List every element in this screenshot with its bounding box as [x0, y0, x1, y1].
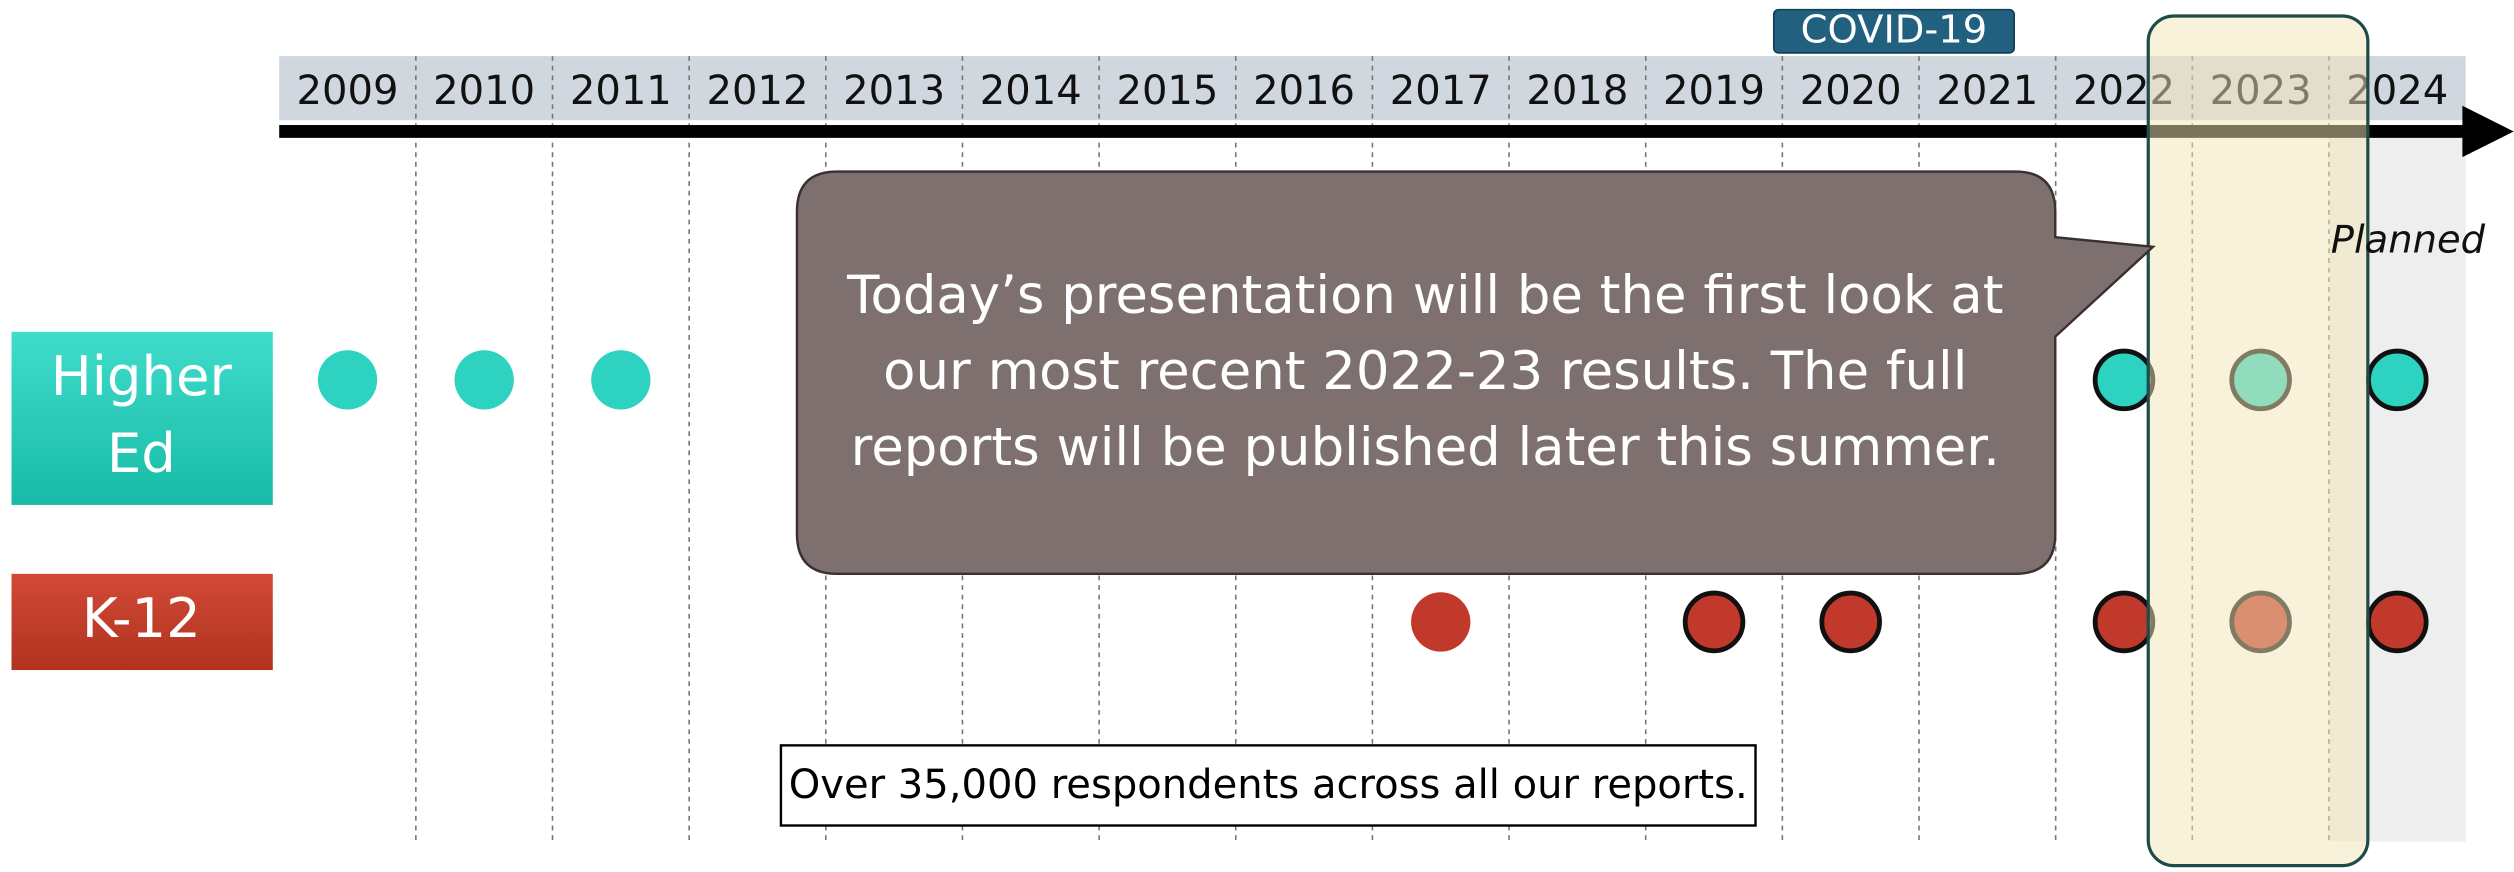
covid-label: COVID-19	[1801, 8, 1988, 53]
row-label-box	[11, 331, 273, 505]
year-label: 2018	[1526, 68, 1628, 114]
year-label: 2020	[1800, 68, 1902, 114]
year-label: 2021	[1936, 68, 2038, 114]
year-label: 2016	[1253, 68, 1355, 114]
row-label-box	[11, 573, 273, 671]
survey-dot	[1682, 590, 1746, 654]
survey-dot	[2366, 590, 2429, 654]
highlight-2023	[2146, 14, 2370, 868]
callout-text: reports will be published later this sum…	[851, 417, 2000, 478]
arrow-shaft	[279, 125, 2476, 138]
row-label: Ed	[107, 421, 176, 485]
footnote: Over 35,000 respondents across all our r…	[789, 762, 1748, 808]
arrow-head	[2462, 105, 2514, 158]
year-label: 2017	[1390, 68, 1492, 114]
year-label: 2012	[706, 68, 808, 114]
footnote-box	[779, 744, 1757, 827]
year-label: 2010	[433, 68, 535, 114]
year-label: 2009	[297, 68, 399, 114]
callout-bubble	[795, 170, 2156, 576]
year-label: 2014	[980, 68, 1082, 114]
year-label: 2013	[843, 68, 945, 114]
survey-dot	[454, 350, 514, 410]
survey-dot	[2092, 590, 2156, 654]
survey-dot	[2366, 348, 2429, 412]
survey-dot	[1411, 592, 1471, 652]
year-label: 2015	[1116, 68, 1218, 114]
callout-text: Today’s presentation will be the first l…	[846, 265, 2003, 326]
year-label: 2011	[570, 68, 672, 114]
callout-text: our most recent 2022-23 results. The ful…	[883, 341, 1967, 402]
survey-dot	[1819, 590, 1882, 654]
year-label: 2019	[1663, 68, 1765, 114]
survey-dot	[2092, 348, 2156, 412]
survey-dot	[591, 350, 651, 410]
row-label: K-12	[82, 586, 201, 650]
survey-dot	[317, 350, 378, 410]
covid-box	[1772, 8, 2015, 54]
row-label: Higher	[51, 344, 233, 408]
planned-label: Planned	[2331, 218, 2486, 263]
